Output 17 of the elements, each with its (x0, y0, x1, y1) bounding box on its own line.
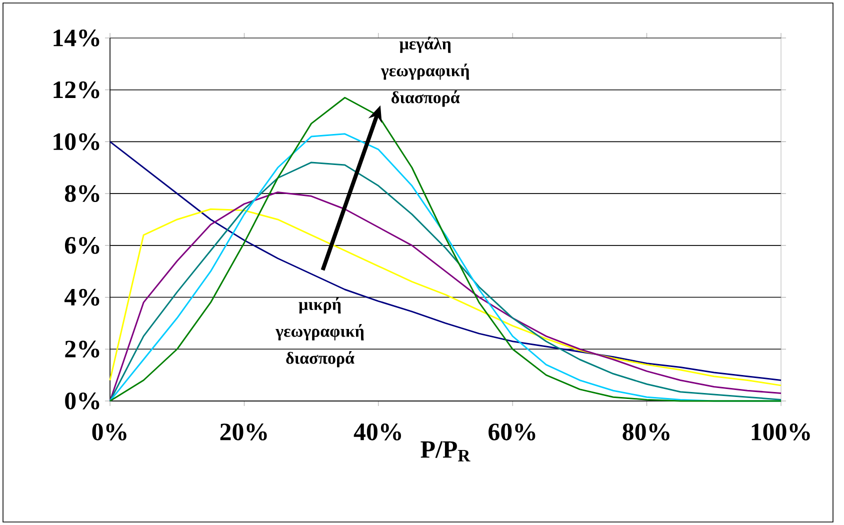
annotation: μεγάλη γεωγραφική διασπορά (380, 36, 470, 107)
y-tick-label: 8% (64, 185, 100, 202)
y-tick-label: 14% (54, 30, 100, 46)
y-tick-label: 6% (64, 236, 100, 254)
y-tick-label: 2% (65, 340, 100, 358)
x-tick-label: 80% (622, 424, 670, 440)
x-axis-title: P/P$_{R}$ (420, 441, 470, 462)
y-tick-label: 0% (65, 392, 100, 410)
y-tick-label: 10% (54, 133, 100, 150)
y-tick-label: 4% (64, 288, 100, 306)
y-tick-label: 12% (54, 81, 100, 98)
annotation: μικρή γεωγραφική διασπορά (276, 297, 364, 368)
x-tick-label: 40% (354, 424, 401, 440)
x-tick-label: 60% (488, 424, 536, 440)
x-tick-label: 0% (92, 424, 126, 440)
x-tick-label: 20% (220, 424, 267, 440)
x-tick-label: 100% (752, 424, 810, 440)
